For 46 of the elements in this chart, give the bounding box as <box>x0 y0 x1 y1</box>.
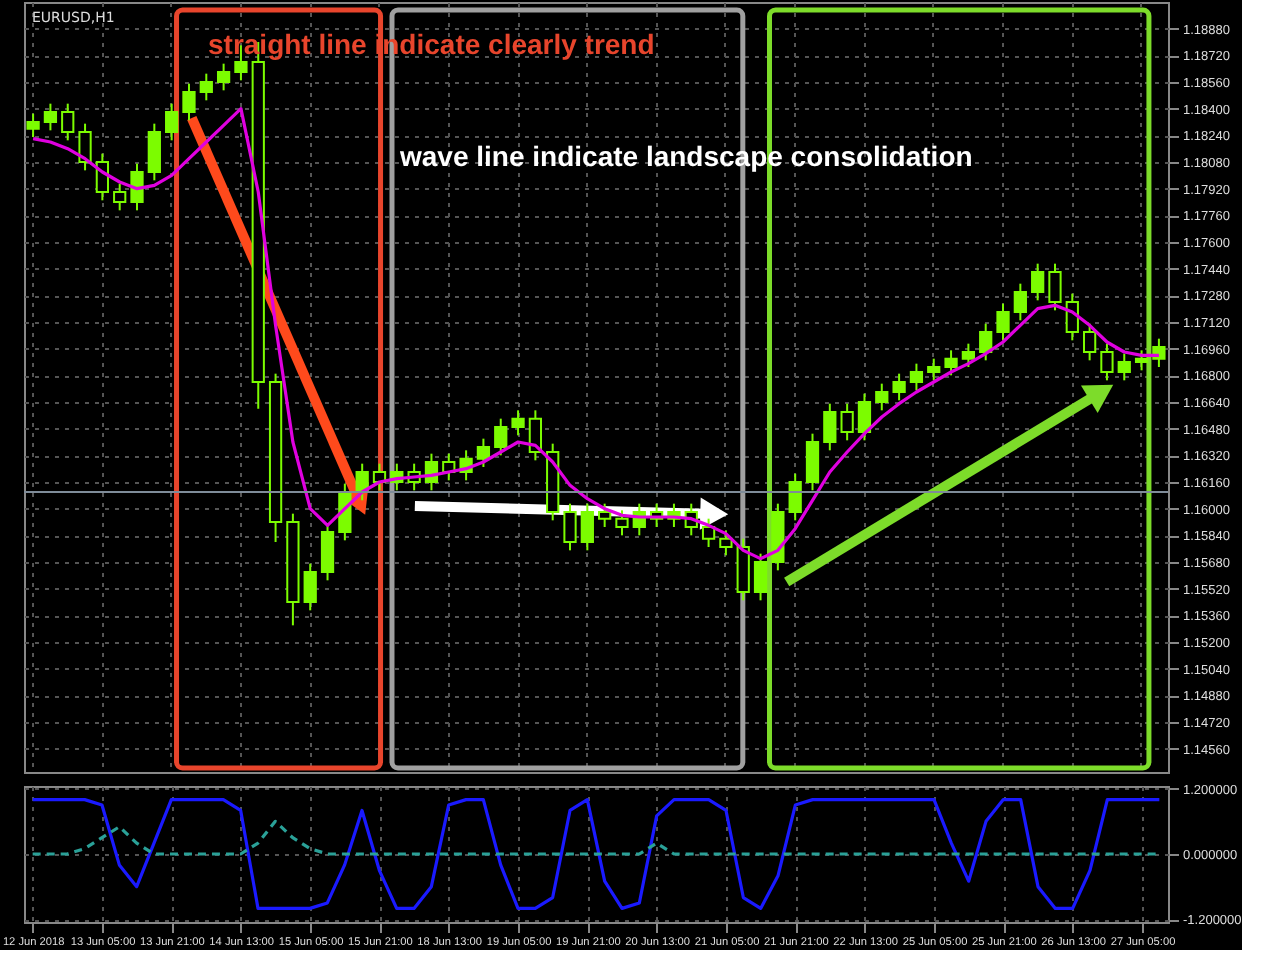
candlestick <box>736 537 750 602</box>
candlestick <box>823 402 837 452</box>
candlestick <box>996 302 1010 342</box>
candlestick <box>875 382 889 412</box>
candlestick <box>615 509 629 537</box>
candlestick <box>113 182 127 212</box>
candlestick <box>199 72 213 102</box>
line-series <box>31 819 1161 856</box>
candlestick <box>26 112 40 138</box>
candlestick <box>216 62 231 92</box>
candlestick <box>511 409 525 437</box>
candlestick <box>857 392 872 442</box>
candlestick <box>701 517 716 548</box>
candlestick <box>719 529 733 557</box>
candlestick <box>805 432 820 492</box>
candlestick <box>1117 352 1131 382</box>
candlestick <box>1083 322 1097 362</box>
candlestick <box>563 502 577 552</box>
candlestick <box>1134 349 1149 372</box>
candlestick <box>182 82 196 122</box>
candlestick <box>909 362 924 392</box>
candlestick <box>944 349 958 377</box>
candlestick <box>892 372 906 402</box>
candlestick <box>1013 282 1027 322</box>
candlestick <box>1048 262 1062 312</box>
candlestick <box>840 402 854 442</box>
candlestick <box>1100 342 1114 382</box>
candlestick <box>320 522 335 582</box>
candlestick <box>788 472 802 522</box>
candlestick <box>1031 262 1045 302</box>
candlestick <box>979 322 993 362</box>
candlestick <box>494 417 508 457</box>
candlestick <box>147 122 161 182</box>
candlestick <box>598 502 612 528</box>
candlestick <box>961 342 976 368</box>
candlestick <box>580 502 594 552</box>
candlestick <box>927 357 941 382</box>
candlestick <box>43 102 58 132</box>
candlestick <box>1152 337 1166 368</box>
candlestick <box>61 102 75 142</box>
candlestick <box>165 102 179 142</box>
candlestick <box>303 562 317 612</box>
candlestick <box>476 437 491 468</box>
candlestick <box>753 552 768 602</box>
line-series <box>31 798 1161 910</box>
candlestick <box>78 122 92 172</box>
